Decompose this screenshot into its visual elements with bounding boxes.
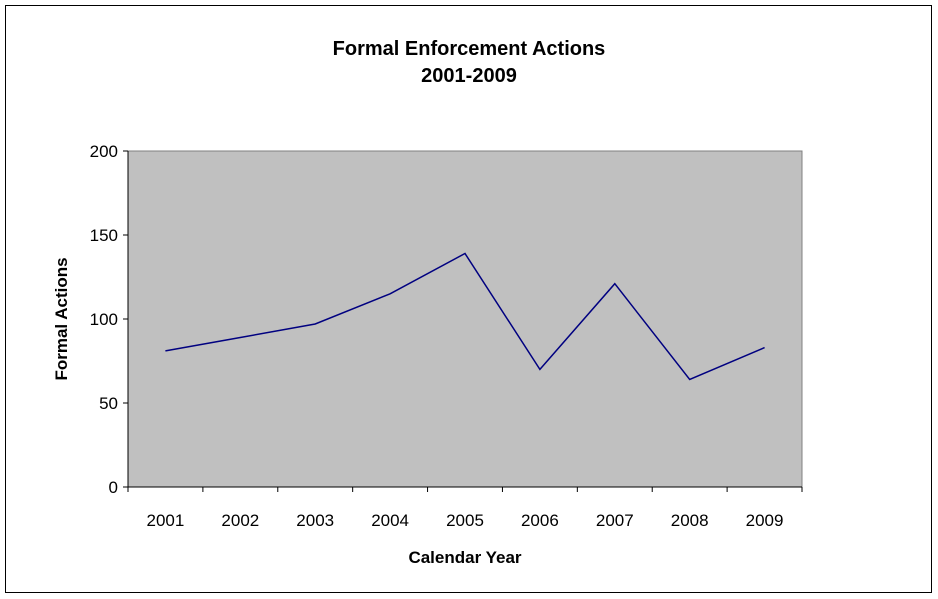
x-tick-label: 2007 [596, 511, 634, 530]
plot-area [127, 150, 803, 488]
x-tick-label: 2009 [746, 511, 784, 530]
y-axis: 0 50 100 150 200 [90, 142, 129, 497]
x-tick-label: 2005 [446, 511, 484, 530]
x-tick-label: 2003 [296, 511, 334, 530]
chart-title-block: Formal Enforcement Actions 2001-2009 [0, 36, 938, 90]
series-line [165, 252, 765, 381]
y-tick-label: 100 [90, 310, 118, 329]
x-tick-label: 2006 [521, 511, 559, 530]
x-tick-label: 2004 [371, 511, 409, 530]
y-tick-label: 0 [109, 478, 118, 497]
x-tick-label: 2001 [147, 511, 185, 530]
chart-title: Formal Enforcement Actions [332, 38, 606, 60]
y-tick-label: 150 [90, 226, 118, 245]
x-tick-label: 2002 [221, 511, 259, 530]
y-axis-title: Formal Actions [52, 257, 71, 380]
chart-subtitle: 2001-2009 [421, 65, 517, 87]
x-tick-label: 2008 [671, 511, 709, 530]
x-axis-title: Calendar Year [408, 548, 521, 567]
y-tick-label: 200 [90, 142, 118, 161]
x-axis: 2001 2002 2003 2004 2005 2006 2007 2008 2009 [127, 486, 803, 530]
y-tick-label: 50 [99, 394, 118, 413]
